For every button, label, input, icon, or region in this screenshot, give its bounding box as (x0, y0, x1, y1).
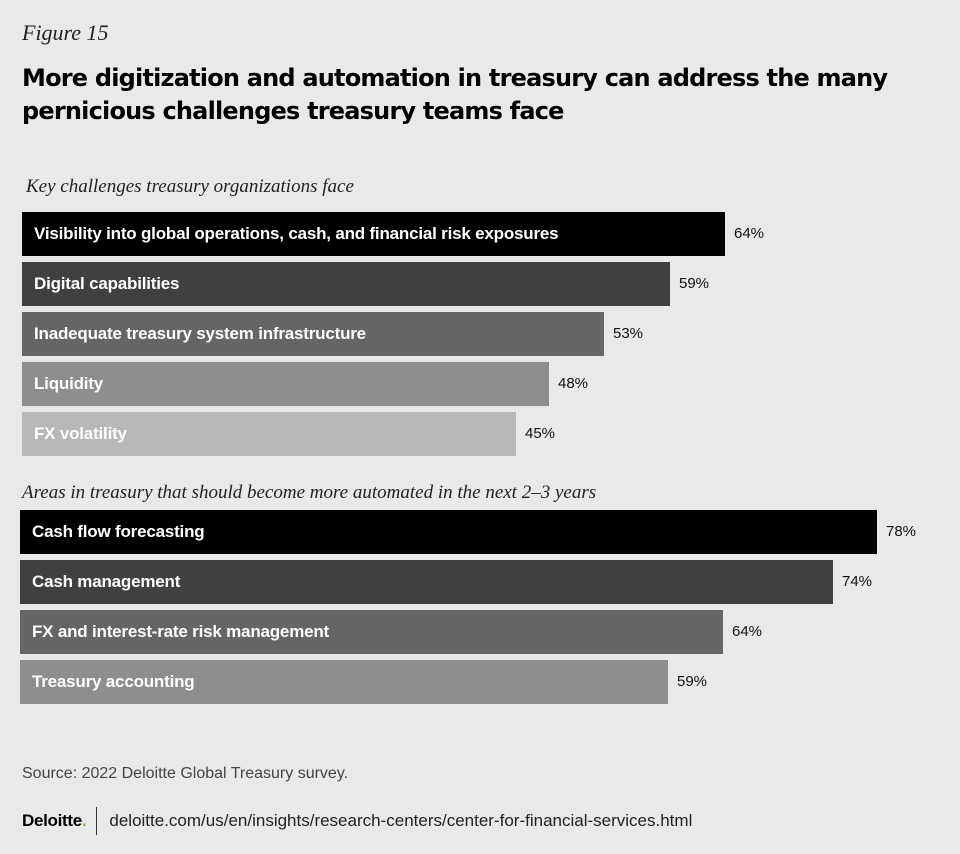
bar-label: Liquidity (34, 374, 104, 393)
bar: Cash management (20, 560, 833, 604)
deloitte-logo: Deloitte. (22, 811, 87, 830)
figure-title: More digitization and automation in trea… (22, 64, 888, 125)
data-label: 74% (842, 573, 873, 590)
chart-subtitle-2: Areas in treasury that should become mor… (22, 482, 597, 503)
bar: FX and interest-rate risk management (20, 610, 723, 654)
bar-label: Visibility into global operations, cash,… (34, 224, 559, 243)
footer: Deloitte. deloitte.com/us/en/insights/re… (22, 806, 692, 836)
bar-label: FX and interest-rate risk management (32, 622, 330, 641)
data-label: 78% (886, 523, 917, 540)
bar-label: Treasury accounting (32, 672, 195, 691)
footer-url: deloitte.com/us/en/insights/research-cen… (109, 811, 693, 830)
bar: Treasury accounting (20, 660, 668, 704)
bar: FX volatility (22, 412, 516, 456)
bar-label: Cash management (32, 572, 181, 591)
bar: Inadequate treasury system infrastructur… (22, 312, 604, 356)
bar-label: Cash flow forecasting (32, 522, 205, 541)
bar: Liquidity (22, 362, 549, 406)
bar-label: Inadequate treasury system infrastructur… (34, 324, 366, 343)
data-label: 53% (613, 325, 644, 342)
data-label: 59% (679, 275, 710, 292)
bar: Visibility into global operations, cash,… (22, 212, 725, 256)
bar-label: Digital capabilities (34, 274, 180, 293)
bar: Cash flow forecasting (20, 510, 877, 554)
data-label: 59% (677, 673, 708, 690)
bar-label: FX volatility (34, 424, 127, 443)
chart-subtitle-1: Key challenges treasury organizations fa… (26, 176, 354, 197)
data-label: 64% (732, 623, 763, 640)
source-note: Source: 2022 Deloitte Global Treasury su… (22, 765, 349, 782)
figure-label: Figure 15 (22, 20, 109, 45)
footer-divider (96, 807, 98, 835)
data-label: 48% (558, 375, 589, 392)
data-label: 45% (525, 425, 556, 442)
bar: Digital capabilities (22, 262, 670, 306)
data-label: 64% (734, 225, 765, 242)
